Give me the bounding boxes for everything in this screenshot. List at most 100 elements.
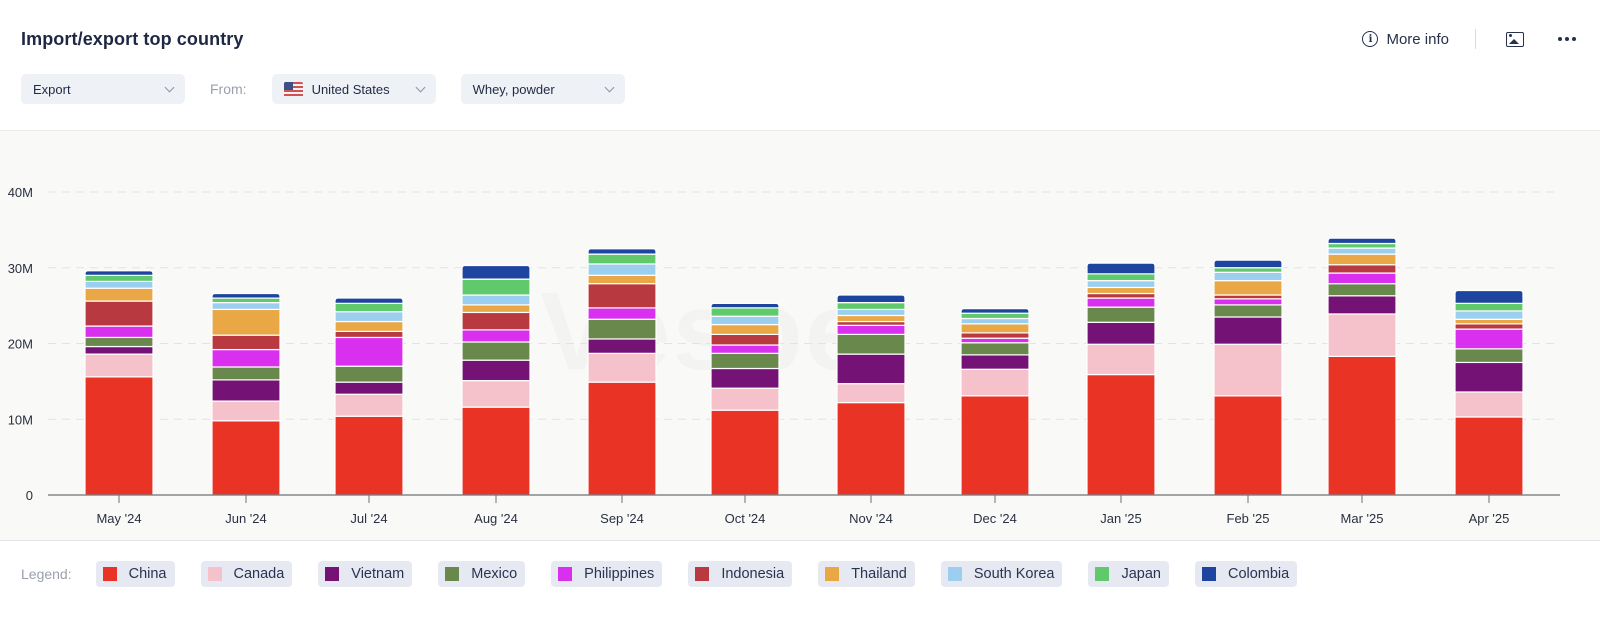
legend-item-china[interactable]: China <box>95 561 175 587</box>
bar-segment-china[interactable] <box>211 420 281 496</box>
bar-segment-vietnam[interactable] <box>960 354 1030 370</box>
bar-segment-south-korea[interactable] <box>710 315 780 326</box>
bar-segment-philippines[interactable] <box>960 337 1030 344</box>
bar-segment-mexico[interactable] <box>211 366 281 381</box>
bar-segment-mexico[interactable] <box>1327 283 1397 297</box>
bar-segment-philippines[interactable] <box>1086 297 1156 308</box>
bar-segment-thailand[interactable] <box>1327 253 1397 266</box>
bar-segment-indonesia[interactable] <box>211 334 281 351</box>
bar-segment-vietnam[interactable] <box>1086 321 1156 345</box>
bar-segment-philippines[interactable] <box>334 336 404 367</box>
bar-segment-mexico[interactable] <box>84 336 154 348</box>
bar-segment-south-korea[interactable] <box>960 317 1030 325</box>
bar-segment-colombia[interactable] <box>710 302 780 309</box>
bar-stack[interactable] <box>1327 237 1397 496</box>
bar-segment-south-korea[interactable] <box>1213 271 1283 282</box>
bar-segment-canada[interactable] <box>211 400 281 422</box>
bar-segment-colombia[interactable] <box>1213 259 1283 269</box>
bar-segment-philippines[interactable] <box>461 329 531 343</box>
bar-segment-vietnam[interactable] <box>461 359 531 382</box>
bar-segment-thailand[interactable] <box>461 304 531 314</box>
bar-segment-colombia[interactable] <box>836 294 906 304</box>
bar-segment-japan[interactable] <box>960 312 1030 320</box>
more-dots-icon[interactable] <box>1556 33 1578 45</box>
bar-segment-indonesia[interactable] <box>710 333 780 346</box>
bar-stack[interactable] <box>1086 262 1156 496</box>
bar-segment-colombia[interactable] <box>587 248 657 255</box>
bar-segment-canada[interactable] <box>1327 313 1397 357</box>
bar-segment-canada[interactable] <box>84 353 154 378</box>
product-select[interactable]: Whey, powder <box>460 74 625 104</box>
bar-segment-thailand[interactable] <box>836 314 906 323</box>
bar-segment-canada[interactable] <box>1213 343 1283 397</box>
bar-segment-indonesia[interactable] <box>84 300 154 327</box>
bar-segment-china[interactable] <box>1086 373 1156 496</box>
bar-segment-thailand[interactable] <box>211 308 281 336</box>
bar-segment-philippines[interactable] <box>1213 298 1283 306</box>
bar-segment-south-korea[interactable] <box>1454 310 1524 320</box>
flow-select[interactable]: Export <box>21 74 185 104</box>
bar-stack[interactable] <box>211 292 281 496</box>
bar-segment-indonesia[interactable] <box>461 311 531 331</box>
bar-segment-china[interactable] <box>334 415 404 496</box>
bar-segment-colombia[interactable] <box>334 297 404 304</box>
legend-item-south-korea[interactable]: South Korea <box>940 561 1063 587</box>
bar-segment-mexico[interactable] <box>1454 348 1524 364</box>
legend-item-thailand[interactable]: Thailand <box>818 561 915 587</box>
bar-segment-canada[interactable] <box>836 383 906 404</box>
bar-segment-indonesia[interactable] <box>1327 264 1397 274</box>
bar-segment-mexico[interactable] <box>1086 306 1156 323</box>
bar-segment-south-korea[interactable] <box>1327 247 1397 255</box>
bar-segment-canada[interactable] <box>461 380 531 408</box>
bar-segment-colombia[interactable] <box>84 270 154 276</box>
bar-segment-china[interactable] <box>1327 355 1397 496</box>
bar-segment-indonesia[interactable] <box>1454 323 1524 330</box>
bar-segment-japan[interactable] <box>461 278 531 296</box>
bar-segment-japan[interactable] <box>211 297 281 304</box>
image-folder-icon[interactable] <box>1506 31 1524 47</box>
bar-segment-philippines[interactable] <box>211 348 281 368</box>
bar-segment-south-korea[interactable] <box>836 308 906 317</box>
bar-segment-vietnam[interactable] <box>587 338 657 354</box>
bar-segment-china[interactable] <box>84 376 154 496</box>
bar-segment-vietnam[interactable] <box>1327 295 1397 315</box>
bar-stack[interactable] <box>461 264 531 496</box>
bar-segment-japan[interactable] <box>1086 273 1156 282</box>
bar-segment-vietnam[interactable] <box>211 379 281 402</box>
bar-segment-thailand[interactable] <box>587 274 657 285</box>
bar-segment-japan[interactable] <box>710 307 780 317</box>
bar-segment-philippines[interactable] <box>1327 272 1397 285</box>
bar-segment-japan[interactable] <box>836 301 906 311</box>
bar-segment-philippines[interactable] <box>84 325 154 339</box>
bar-segment-colombia[interactable] <box>1086 262 1156 275</box>
bar-segment-china[interactable] <box>1454 416 1524 496</box>
bar-segment-south-korea[interactable] <box>334 311 404 323</box>
bar-stack[interactable] <box>960 308 1030 496</box>
bar-segment-canada[interactable] <box>710 387 780 411</box>
bar-segment-vietnam[interactable] <box>1454 361 1524 393</box>
bar-stack[interactable] <box>334 297 404 496</box>
bar-segment-colombia[interactable] <box>960 308 1030 314</box>
bar-segment-thailand[interactable] <box>710 323 780 336</box>
bar-segment-vietnam[interactable] <box>710 367 780 389</box>
bar-segment-vietnam[interactable] <box>334 381 404 395</box>
bar-segment-thailand[interactable] <box>1086 286 1156 295</box>
bar-segment-china[interactable] <box>836 401 906 496</box>
bar-segment-south-korea[interactable] <box>461 294 531 306</box>
bar-segment-canada[interactable] <box>334 393 404 417</box>
bar-segment-japan[interactable] <box>1327 242 1397 249</box>
bar-segment-canada[interactable] <box>1454 391 1524 418</box>
legend-item-canada[interactable]: Canada <box>200 561 293 587</box>
bar-segment-china[interactable] <box>587 381 657 496</box>
bar-segment-china[interactable] <box>960 395 1030 496</box>
bar-segment-philippines[interactable] <box>587 307 657 320</box>
bar-stack[interactable] <box>84 270 154 496</box>
bar-segment-japan[interactable] <box>334 302 404 313</box>
bar-segment-vietnam[interactable] <box>1213 316 1283 345</box>
bar-segment-thailand[interactable] <box>960 323 1030 334</box>
bar-segment-china[interactable] <box>1213 395 1283 496</box>
bar-segment-mexico[interactable] <box>587 318 657 340</box>
bar-segment-mexico[interactable] <box>836 333 906 355</box>
bar-segment-vietnam[interactable] <box>836 353 906 385</box>
legend-item-indonesia[interactable]: Indonesia <box>688 561 793 587</box>
